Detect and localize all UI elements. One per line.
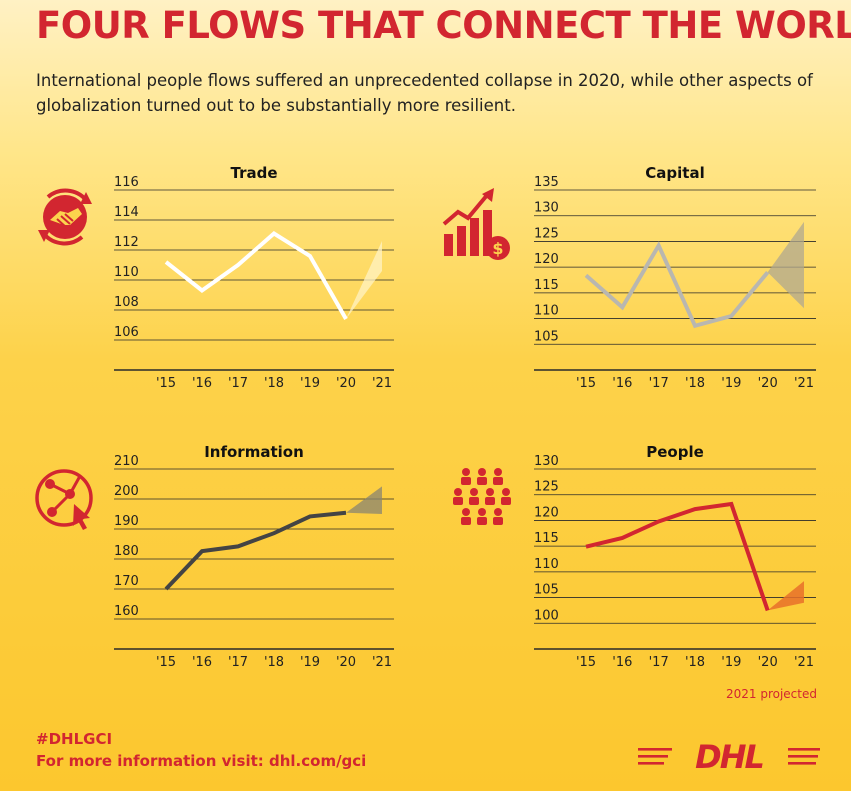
people-series-line	[585, 501, 770, 612]
information-y-tick-label: 160	[114, 604, 139, 619]
information-series-line	[164, 510, 347, 591]
svg-text:$: $	[492, 239, 503, 258]
svg-text:DHL: DHL	[695, 738, 763, 776]
capital-x-tick-label: '21	[794, 376, 814, 391]
information-x-tick-label: '18	[264, 655, 284, 670]
people-x-tick-label: '19	[721, 655, 741, 670]
people-y-tick-label: 125	[534, 480, 559, 495]
capital-x-tick-label: '15	[576, 376, 596, 391]
capital-projection-band	[767, 221, 804, 309]
trade-x-tick-label: '16	[192, 376, 212, 391]
more-info-link[interactable]: For more information visit: dhl.com/gci	[36, 752, 367, 770]
information-chart: Information 160 170 180 190 200 210 '15 '16 '17 '1…	[114, 443, 394, 670]
network-globe-cursor-icon	[35, 469, 93, 530]
information-x-tick-label: '19	[300, 655, 320, 670]
page-title: FOUR FLOWS THAT CONNECT THE WORLD	[36, 4, 851, 47]
capital-chart: Capital 105 110 115 120 125 130 135 '15 '16 '17 '18…	[534, 164, 816, 391]
hashtag: #DHLGCI	[36, 730, 113, 748]
people-projection-band	[767, 581, 804, 611]
capital-x-tick-label: '16	[612, 376, 632, 391]
trade-y-tick-label: 116	[114, 175, 139, 190]
handshake-cycle-icon	[38, 188, 92, 246]
capital-y-tick-label: 110	[534, 304, 559, 319]
crowd-icon	[453, 468, 511, 525]
trade-chart: Trade 106 108 110 112 114 116 '15 '16 '17 '18 '19 '2…	[114, 164, 394, 391]
information-x-tick-label: '17	[228, 655, 248, 670]
trade-x-tick-label: '18	[264, 376, 284, 391]
information-x-tick-label: '15	[156, 655, 176, 670]
trade-series-line	[164, 231, 348, 320]
people-x-tick-label: '15	[576, 655, 596, 670]
information-x-tick-label: '16	[192, 655, 212, 670]
projection-note: 2021 projected	[725, 687, 817, 701]
capital-x-tick-label: '17	[649, 376, 669, 391]
information-y-tick-label: 180	[114, 544, 139, 559]
trade-y-tick-label: 108	[114, 295, 139, 310]
trade-y-tick-label: 114	[114, 205, 139, 220]
capital-series-line	[584, 241, 770, 329]
capital-chart-title: Capital	[645, 164, 704, 182]
people-x-tick-label: '21	[794, 655, 814, 670]
information-x-tick-label: '20	[336, 655, 356, 670]
dhl-logo: DHL	[638, 738, 820, 776]
trade-y-tick-label: 106	[114, 325, 139, 340]
trade-y-tick-label: 110	[114, 265, 139, 280]
people-y-tick-label: 110	[534, 557, 559, 572]
capital-y-tick-label: 130	[534, 201, 559, 216]
people-y-tick-label: 120	[534, 505, 559, 520]
people-y-tick-label: 115	[534, 531, 559, 546]
information-y-tick-label: 200	[114, 484, 139, 499]
capital-y-tick-label: 105	[534, 329, 559, 344]
trade-x-tick-label: '21	[372, 376, 392, 391]
page-subtitle: International people flows suffered an u…	[36, 71, 813, 115]
people-x-tick-label: '20	[758, 655, 778, 670]
people-x-tick-label: '17	[649, 655, 669, 670]
capital-x-tick-label: '19	[721, 376, 741, 391]
people-y-tick-label: 100	[534, 608, 559, 623]
trade-x-tick-label: '15	[156, 376, 176, 391]
capital-y-tick-label: 120	[534, 252, 559, 267]
capital-x-tick-label: '18	[685, 376, 705, 391]
trade-x-tick-label: '19	[300, 376, 320, 391]
people-chart-title: People	[646, 443, 704, 461]
trade-projection-band	[346, 241, 382, 319]
trade-x-tick-label: '17	[228, 376, 248, 391]
trade-chart-title: Trade	[230, 164, 277, 182]
information-y-tick-label: 190	[114, 514, 139, 529]
capital-y-tick-label: 115	[534, 278, 559, 293]
people-y-tick-label: 105	[534, 583, 559, 598]
information-x-tick-label: '21	[372, 655, 392, 670]
trade-x-tick-label: '20	[336, 376, 356, 391]
information-y-tick-label: 210	[114, 454, 139, 469]
people-chart: People 100 105 110 115 120 125 130 '15 '16 '17 '18 '…	[534, 443, 816, 670]
information-projection-band	[346, 486, 382, 514]
people-y-tick-label: 130	[534, 454, 559, 469]
capital-x-tick-label: '20	[758, 376, 778, 391]
information-y-tick-label: 170	[114, 574, 139, 589]
trade-y-tick-label: 112	[114, 235, 139, 250]
growth-chart-dollar-icon: $	[442, 188, 510, 260]
capital-y-tick-label: 135	[534, 175, 559, 190]
people-x-tick-label: '16	[612, 655, 632, 670]
capital-y-tick-label: 125	[534, 226, 559, 241]
information-chart-title: Information	[204, 443, 304, 461]
people-x-tick-label: '18	[685, 655, 705, 670]
